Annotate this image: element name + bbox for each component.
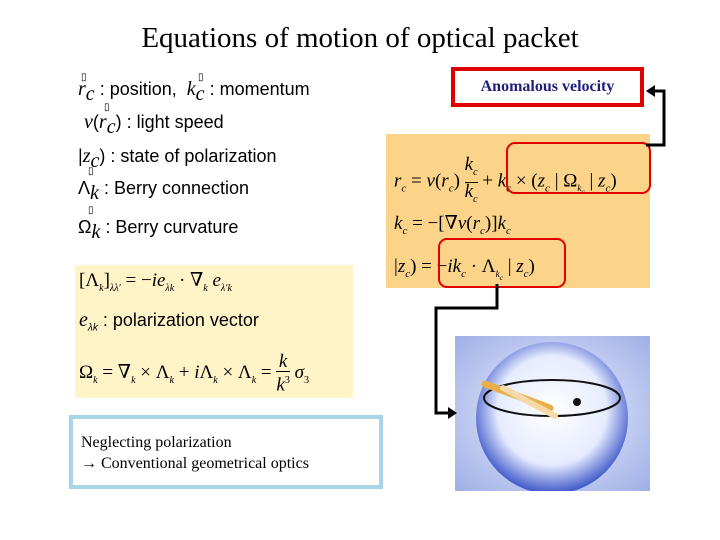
position-label: : position,	[99, 79, 177, 99]
light-speed-label: : light speed	[126, 112, 224, 132]
berry-connection-label: : Berry connection	[103, 178, 250, 198]
definition-light-speed: ▯ v(rc) : light speed	[84, 102, 224, 138]
polarization-vector-label: : polarization vector	[102, 310, 259, 330]
poincare-sphere-image	[455, 336, 650, 491]
polarization-state-label: : state of polarization	[110, 146, 277, 166]
equation-position: rc = v(rc) kc kc + kc × (zc | Ωkc | zc)	[394, 154, 617, 205]
equation-momentum: kc = −[∇v(rc)]kc	[394, 213, 511, 237]
connection-formula: [Λk]λλ′ = −ieλk · ∇k eλ′k	[79, 270, 232, 294]
curvature-formula: Ωk = ∇k × Λk + iΛk × Λk = k k3 σ3	[79, 351, 309, 396]
neglect-line-2: → Conventional geometrical optics	[81, 455, 309, 472]
anomalous-velocity-box: Anomalous velocity	[451, 67, 644, 107]
definition-position-momentum: ▯ rc : position, ▯ kc : momentum	[78, 72, 310, 105]
definition-polarization-state: |zc) : state of polarization	[78, 145, 277, 172]
definition-berry-connection: ▯ Λk : Berry connection	[78, 166, 250, 204]
sphere-graphic	[455, 336, 650, 491]
polarization-vector-definition: eλk : polarization vector	[79, 309, 259, 334]
berry-curvature-label: : Berry curvature	[105, 217, 239, 237]
highlight-polarization-term	[438, 238, 566, 288]
neglect-line-1: Neglecting polarization	[81, 434, 232, 451]
momentum-label: : momentum	[209, 79, 310, 99]
highlight-anomalous-term	[506, 142, 651, 194]
neglect-polarization-note: Neglecting polarization → Conventional g…	[69, 415, 383, 489]
page-title: Equations of motion of optical packet	[141, 22, 579, 54]
berry-definitions-panel: [Λk]λλ′ = −ieλk · ∇k eλ′k eλk : polariza…	[75, 265, 353, 398]
definition-berry-curvature: ▯ Ωk : Berry curvature	[78, 205, 239, 243]
